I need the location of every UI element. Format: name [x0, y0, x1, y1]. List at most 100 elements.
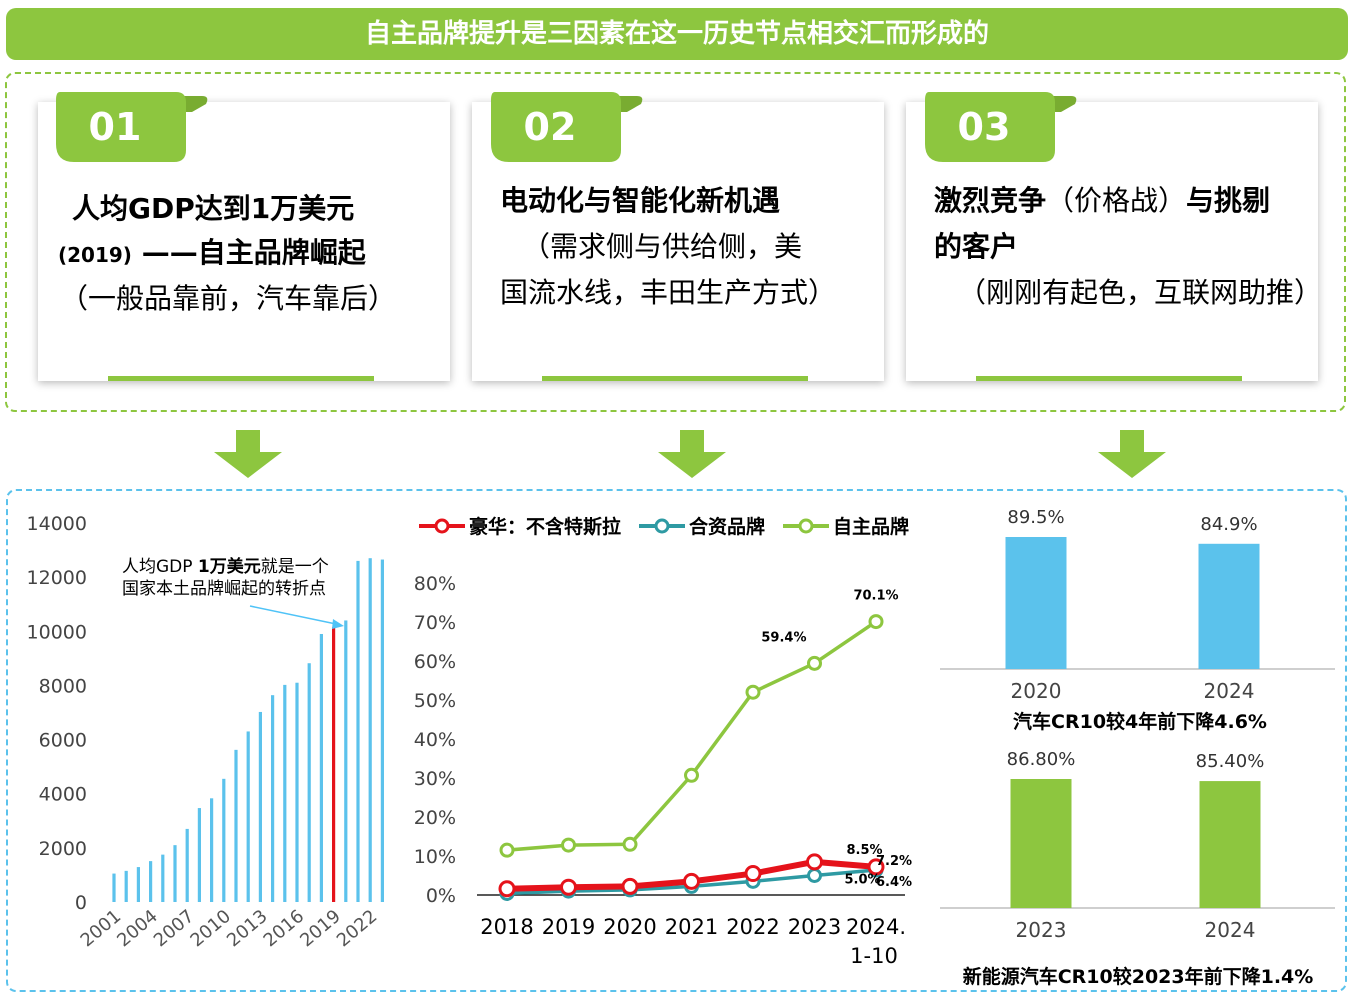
gdp-bar-2018 — [319, 633, 323, 902]
y-tick-label: 10000 — [27, 621, 87, 643]
card-3-line-3: （刚刚有起色，互联网助推） — [958, 276, 1323, 309]
y-tick-label: 6000 — [39, 730, 87, 752]
tab-shape — [925, 92, 1077, 162]
gdp-bar-2022 — [368, 558, 372, 902]
card-3-line-1: 激烈竞争（价格战）与挑剔 — [934, 178, 1270, 224]
series-point — [807, 868, 822, 883]
card-accent-bar — [976, 376, 1242, 381]
down-arrow-icon — [214, 430, 282, 478]
value-label: 86.80% — [1007, 749, 1076, 770]
x-tick-label: 2020 — [1011, 679, 1062, 703]
gdp-bar-2012 — [246, 731, 250, 902]
legend-label: 自主品牌 — [833, 515, 909, 538]
card-accent-bar — [542, 376, 808, 381]
card-2-line-1: 电动化与智能化新机遇 — [500, 184, 781, 217]
cr10-bar-2020 — [1005, 537, 1067, 669]
x-tick-label: 2022 — [726, 915, 779, 939]
cr10-bar-2024 — [1198, 543, 1260, 669]
x-tick-label: 2023 — [1016, 918, 1067, 942]
gdp-bar-2023 — [380, 559, 384, 902]
card-1-line-2-rest: ——自主品牌崛起 — [131, 236, 366, 269]
gdp-bar-2015 — [283, 684, 287, 902]
cr10-bar-2024 — [1199, 781, 1261, 908]
series-point — [867, 858, 885, 876]
series-point — [744, 865, 762, 883]
gdp-bar-2017 — [307, 663, 311, 902]
x-tick-label-line-2: 1-10 — [850, 944, 898, 968]
legend-swatch-marker — [654, 518, 670, 534]
y-tick-label: 12000 — [27, 567, 87, 589]
value-label: 85.40% — [1196, 751, 1265, 772]
x-tick-label: 2004 — [113, 906, 162, 952]
series-point — [868, 614, 884, 630]
series-point — [499, 842, 515, 858]
gdp-bar-2014 — [271, 695, 275, 902]
x-tick-label: 2018 — [480, 915, 533, 939]
series-point — [684, 767, 699, 783]
gdp-bar-2010 — [222, 778, 226, 902]
annotation-leader-line — [249, 605, 337, 625]
cr10-bar-2023 — [1010, 779, 1072, 908]
series-point — [683, 872, 700, 890]
card-3-normal: （价格战） — [1046, 184, 1187, 217]
x-tick-label: 2024. — [846, 915, 906, 939]
x-tick-label: 2013 — [223, 906, 272, 952]
data-label: 5.0% — [845, 873, 881, 888]
series-point — [498, 880, 516, 898]
cr10-caption: 汽车CR10较4年前下降4.6% — [1013, 710, 1267, 733]
legend-label: 合资品牌 — [689, 515, 765, 538]
evidence-frame — [6, 489, 1347, 992]
annotation-arrowhead-icon — [332, 619, 344, 629]
y-tick-label: 40% — [414, 729, 456, 751]
data-label: 70.1% — [853, 589, 898, 604]
legend-swatch-marker — [434, 518, 450, 534]
gdp-bar-2011 — [234, 749, 238, 902]
series-line-2 — [506, 620, 877, 852]
down-arrow-icon — [658, 430, 726, 478]
gdp-annotation-line-2: 国家本土品牌崛起的转折点 — [122, 579, 326, 599]
y-tick-label: 80% — [414, 573, 456, 595]
gdp-bar-2006 — [173, 845, 177, 902]
card-number: 03 — [957, 105, 1011, 149]
gdp-bar-2021 — [356, 560, 360, 902]
gdp-annotation-line-1: 人均GDP 1万美元就是一个 — [122, 556, 329, 577]
card-3-number-tab: 03 — [921, 92, 1077, 162]
gdp-bar-2008 — [197, 808, 201, 902]
market-share-line-chart: 豪华：不含特斯拉 合资品牌 自主品牌 0% 10% 20% 30% 40% 50% 60% 70%… — [414, 515, 912, 968]
card-number: 02 — [523, 105, 577, 149]
x-tick-label: 2021 — [665, 915, 718, 939]
y-tick-label: 0 — [75, 892, 87, 914]
card-1-line-2: (2019) ——自主品牌崛起 — [58, 230, 366, 278]
y-tick-label: 30% — [414, 768, 456, 790]
x-tick-label: 2024 — [1204, 679, 1255, 703]
gdp-bar-2020 — [344, 620, 348, 902]
card-1-number-tab: 01 — [52, 92, 208, 162]
cr10-bar-charts: 89.5% 2020 84.9% 2024 汽车CR10较4年前下降4.6% 86.80… — [940, 507, 1335, 988]
legend-label: 豪华：不含特斯拉 — [469, 515, 621, 538]
series-point — [621, 877, 639, 895]
card-3-bold-a: 激烈竞争 — [934, 184, 1047, 217]
legend-swatch-marker — [798, 518, 814, 534]
x-tick-label: 2010 — [186, 906, 235, 952]
card-1-year: (2019) — [58, 243, 132, 267]
card-2-line-3: 国流水线，丰田生产方式） — [500, 276, 837, 309]
series-point — [745, 684, 761, 700]
x-tick-label: 2019 — [296, 906, 345, 952]
factors-frame — [5, 72, 1346, 412]
y-tick-label: 4000 — [39, 784, 87, 806]
data-label: 59.4% — [761, 630, 806, 645]
card-3-bold-b: 与挑剔 — [1186, 184, 1271, 217]
nev-cr10-caption: 新能源汽车CR10较2023年前下降1.4% — [963, 965, 1314, 988]
series-point — [560, 878, 577, 896]
factor-card-2 — [472, 102, 884, 381]
data-label: 7.2% — [876, 854, 912, 869]
x-tick-label: 2020 — [603, 915, 656, 939]
x-tick-label: 2016 — [260, 906, 309, 952]
gdp-bar-2002 — [124, 870, 128, 902]
tab-shape — [491, 92, 643, 162]
gdp-bar-2004 — [149, 861, 153, 902]
card-2-line-2: （需求侧与供给侧，美 — [522, 230, 803, 263]
x-tick-label: 2024 — [1205, 918, 1256, 942]
data-label: 8.5% — [847, 843, 883, 858]
